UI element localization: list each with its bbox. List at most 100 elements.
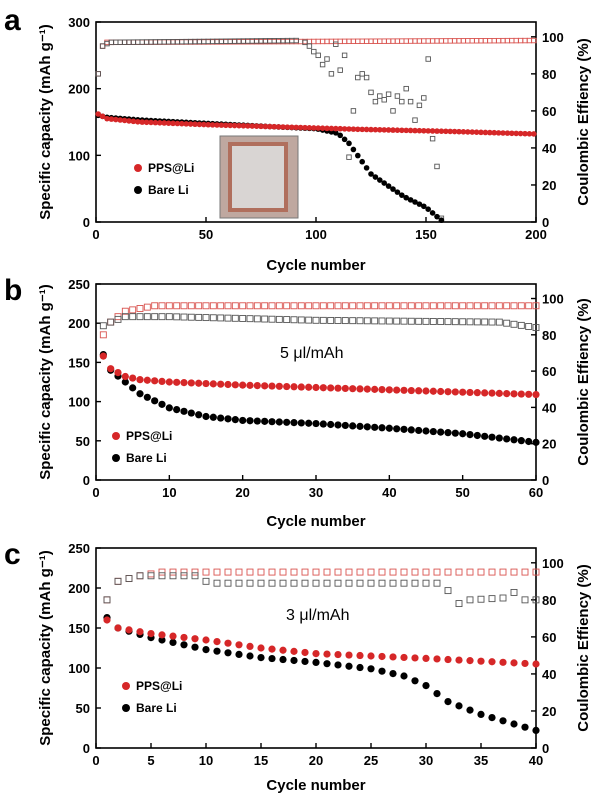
ce-point <box>356 568 364 576</box>
capacity-point <box>345 651 353 659</box>
ce-point <box>433 579 441 587</box>
capacity-point <box>157 120 163 126</box>
capacity-point <box>170 120 176 127</box>
capacity-point <box>114 368 122 377</box>
capacity-point <box>301 657 309 666</box>
ce-point <box>429 135 436 142</box>
ce-point <box>283 302 291 310</box>
capacity-point <box>378 386 386 394</box>
ce-point <box>356 579 364 587</box>
capacity-point <box>301 648 309 657</box>
capacity-point <box>275 124 282 130</box>
legend-marker <box>134 186 142 194</box>
capacity-point <box>381 180 388 186</box>
capacity-point <box>289 124 295 131</box>
ce-point <box>290 568 298 576</box>
ce-point <box>522 37 528 44</box>
ce-point <box>334 568 342 576</box>
inset-photo-cell <box>232 146 284 208</box>
ce-point <box>268 302 276 310</box>
ce-point <box>283 316 291 324</box>
y2-tick-label: 80 <box>542 328 556 343</box>
capacity-point <box>394 189 401 195</box>
ce-point <box>129 306 137 314</box>
ce-point <box>180 572 188 580</box>
capacity-point <box>378 667 386 675</box>
capacity-point <box>202 646 210 654</box>
ce-point <box>399 98 405 105</box>
ce-point <box>473 38 480 44</box>
ce-point <box>129 313 137 321</box>
ce-point <box>117 39 123 45</box>
capacity-point <box>297 124 304 131</box>
capacity-point <box>201 121 207 128</box>
ce-point <box>114 577 122 585</box>
capacity-point <box>121 117 128 124</box>
ce-point <box>460 38 467 44</box>
capacity-point <box>368 126 374 133</box>
capacity-point <box>337 132 344 139</box>
ce-point <box>268 579 276 587</box>
ce-point <box>337 67 343 73</box>
capacity-point <box>421 127 427 134</box>
capacity-point <box>187 379 195 387</box>
capacity-point <box>433 655 441 663</box>
capacity-point <box>323 660 331 668</box>
y2-tick-label: 60 <box>542 364 556 379</box>
ce-point <box>495 318 503 326</box>
capacity-point <box>139 119 145 125</box>
ce-point <box>407 317 415 325</box>
ce-point <box>378 317 386 325</box>
capacity-point <box>195 411 203 419</box>
ce-point <box>169 568 177 576</box>
ce-point <box>148 39 154 45</box>
capacity-point <box>438 128 445 134</box>
ce-point <box>389 568 397 576</box>
capacity-point <box>495 389 503 397</box>
ce-point <box>403 38 409 44</box>
ce-point <box>319 61 326 68</box>
capacity-point <box>473 129 480 135</box>
capacity-point <box>333 125 339 132</box>
x-tick-label: 0 <box>92 485 99 500</box>
capacity-point <box>350 146 357 153</box>
capacity-point <box>151 397 159 405</box>
ce-point <box>268 568 276 576</box>
legend-label: PPS@Li <box>126 429 172 443</box>
capacity-point <box>356 663 364 672</box>
ce-point <box>346 154 352 160</box>
ce-point <box>422 302 430 310</box>
capacity-point <box>334 421 342 429</box>
capacity-point <box>521 723 529 731</box>
capacity-point <box>174 120 181 127</box>
capacity-point <box>169 632 177 640</box>
capacity-point <box>104 115 110 122</box>
capacity-series-bare <box>103 614 540 735</box>
ce-point <box>158 568 166 576</box>
ce-point <box>429 38 436 44</box>
ce-point <box>371 317 379 325</box>
y-tick-label: 250 <box>68 277 90 292</box>
capacity-point <box>202 379 210 388</box>
ce-point <box>444 318 452 326</box>
capacity-point <box>444 698 452 706</box>
capacity-point <box>377 126 383 133</box>
capacity-point <box>381 127 388 133</box>
capacity-point <box>284 124 291 130</box>
capacity-point <box>125 626 133 634</box>
x-axis-title: Cycle number <box>266 257 365 274</box>
ce-point <box>306 38 313 45</box>
capacity-point <box>488 658 496 666</box>
capacity-point <box>481 432 489 440</box>
capacity-point <box>213 647 221 655</box>
capacity-point <box>456 128 462 135</box>
ce-point <box>195 302 203 310</box>
capacity-point <box>205 121 211 128</box>
ce-point <box>509 37 515 44</box>
ce-point <box>158 302 166 310</box>
capacity-point <box>209 380 217 388</box>
capacity-point <box>161 120 167 126</box>
ce-point <box>147 572 155 580</box>
ce-point <box>378 302 386 310</box>
inset-photo <box>219 135 299 219</box>
